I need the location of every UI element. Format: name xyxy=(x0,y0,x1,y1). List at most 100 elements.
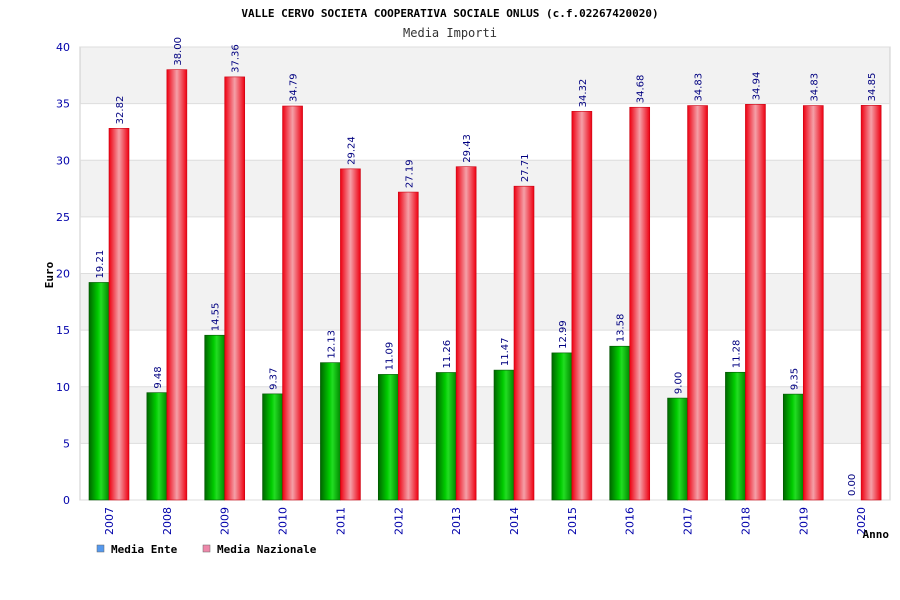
bar-media-nazionale-2012 xyxy=(397,191,419,501)
value-label: 0.00 xyxy=(847,474,858,496)
value-label: 29.24 xyxy=(346,136,357,165)
bar-media-nazionale-2010 xyxy=(282,105,303,501)
value-label: 11.26 xyxy=(442,340,453,369)
bar-media-nazionale-2019 xyxy=(802,105,824,501)
value-label: 32.82 xyxy=(115,96,126,125)
value-label: 34.68 xyxy=(636,75,647,104)
value-label: 12.99 xyxy=(558,320,569,349)
bar-media-nazionale-2016 xyxy=(629,106,651,501)
value-label: 11.28 xyxy=(731,340,742,369)
plot-band xyxy=(80,386,890,444)
y-tick-label: 30 xyxy=(56,154,70,167)
bar-media-nazionale-2008 xyxy=(166,69,188,501)
value-labels: 19.21 32.82 9.48 38.00 14.55 37.36 9.37 34.79 12… xyxy=(95,37,878,496)
x-tick-label: 2011 xyxy=(334,507,347,535)
y-tick-label: 40 xyxy=(56,41,70,54)
bar-media-nazionale-2007 xyxy=(108,128,130,501)
y-tick-label: 5 xyxy=(63,437,70,450)
y-tick-label: 0 xyxy=(63,494,70,507)
bars xyxy=(88,69,882,501)
x-axis-ticks: 2007 2008 2009 2010 2011 2012 2013 2014 2015 2016… xyxy=(103,507,868,535)
value-label: 34.79 xyxy=(289,73,300,102)
x-tick-label: 2019 xyxy=(797,507,810,535)
bar-media-ente-2008 xyxy=(146,392,168,501)
bar-media-ente-2015 xyxy=(551,352,573,501)
plot-band xyxy=(80,330,890,387)
bar-media-ente-2017 xyxy=(667,397,688,501)
value-label: 34.85 xyxy=(867,73,878,102)
value-label: 9.00 xyxy=(674,372,685,394)
x-tick-label: 2007 xyxy=(103,507,116,535)
x-axis-label: Anno xyxy=(863,528,890,541)
value-label: 9.37 xyxy=(269,368,280,390)
plot-band xyxy=(80,47,890,104)
chart-subtitle: Media Importi xyxy=(403,26,497,40)
y-tick-label: 25 xyxy=(56,211,70,224)
plot-band xyxy=(80,273,890,331)
legend-swatch xyxy=(96,544,105,553)
x-tick-label: 2016 xyxy=(624,507,637,535)
value-label: 9.35 xyxy=(789,368,800,390)
x-tick-label: 2020 xyxy=(855,507,868,535)
y-tick-label: 35 xyxy=(56,98,70,111)
bar-media-nazionale-2020 xyxy=(860,105,882,501)
plot-band xyxy=(80,160,890,217)
bar-media-ente-2007 xyxy=(88,282,110,501)
x-tick-label: 2013 xyxy=(450,507,463,535)
value-label: 38.00 xyxy=(173,37,184,66)
value-label: 19.21 xyxy=(95,250,106,279)
legend-label: Media Nazionale xyxy=(217,543,317,556)
legend: Media Ente Media Nazionale xyxy=(96,543,317,556)
bar-media-nazionale-2017 xyxy=(687,105,708,501)
value-label: 9.48 xyxy=(153,366,164,388)
value-label: 34.83 xyxy=(809,73,820,102)
value-label: 12.13 xyxy=(326,330,337,359)
x-tick-label: 2015 xyxy=(566,507,579,535)
value-label: 29.43 xyxy=(462,134,473,163)
value-label: 34.94 xyxy=(751,72,762,101)
bar-media-ente-2016 xyxy=(609,345,631,501)
value-label: 11.47 xyxy=(500,337,511,366)
value-label: 34.32 xyxy=(578,79,589,108)
x-tick-label: 2017 xyxy=(682,507,695,535)
bar-media-nazionale-2018 xyxy=(745,104,766,501)
bar-media-ente-2013 xyxy=(435,372,457,501)
legend-label: Media Ente xyxy=(111,543,178,556)
legend-swatch xyxy=(202,544,211,553)
plot-band xyxy=(80,103,890,161)
plot-band xyxy=(80,443,890,500)
x-tick-label: 2008 xyxy=(161,507,174,535)
y-axis-label: Euro xyxy=(43,261,56,288)
value-label: 37.36 xyxy=(231,44,242,73)
value-label: 27.71 xyxy=(520,154,531,183)
value-label: 27.19 xyxy=(404,159,415,188)
bar-media-ente-2014 xyxy=(493,369,515,501)
value-label: 11.09 xyxy=(384,342,395,371)
bar-media-ente-2011 xyxy=(320,362,341,501)
y-axis-ticks: 0 5 10 15 20 25 30 35 40 xyxy=(56,41,70,507)
chart-title: VALLE CERVO SOCIETA COOPERATIVA SOCIALE … xyxy=(241,7,658,20)
y-tick-label: 20 xyxy=(56,268,70,281)
bar-media-ente-2009 xyxy=(204,334,226,501)
value-label: 34.83 xyxy=(694,73,705,102)
bar-media-nazionale-2015 xyxy=(571,111,593,501)
bar-media-nazionale-2013 xyxy=(455,166,477,501)
y-tick-label: 10 xyxy=(56,381,70,394)
bar-media-ente-2012 xyxy=(377,374,399,501)
bar-media-ente-2010 xyxy=(262,393,283,501)
bar-media-nazionale-2009 xyxy=(224,76,246,501)
bar-media-nazionale-2011 xyxy=(340,168,361,501)
x-tick-label: 2014 xyxy=(508,507,521,535)
plot-band xyxy=(80,216,890,274)
y-tick-label: 15 xyxy=(56,324,70,337)
x-tick-label: 2012 xyxy=(392,507,405,535)
bar-media-ente-2018 xyxy=(725,371,746,501)
x-tick-label: 2018 xyxy=(739,507,752,535)
x-tick-label: 2010 xyxy=(277,507,290,535)
x-tick-label: 2009 xyxy=(219,507,232,535)
bar-media-ente-2019 xyxy=(782,393,804,501)
value-label: 14.55 xyxy=(211,303,222,332)
bar-media-nazionale-2014 xyxy=(513,185,535,501)
value-label: 13.58 xyxy=(616,314,627,343)
